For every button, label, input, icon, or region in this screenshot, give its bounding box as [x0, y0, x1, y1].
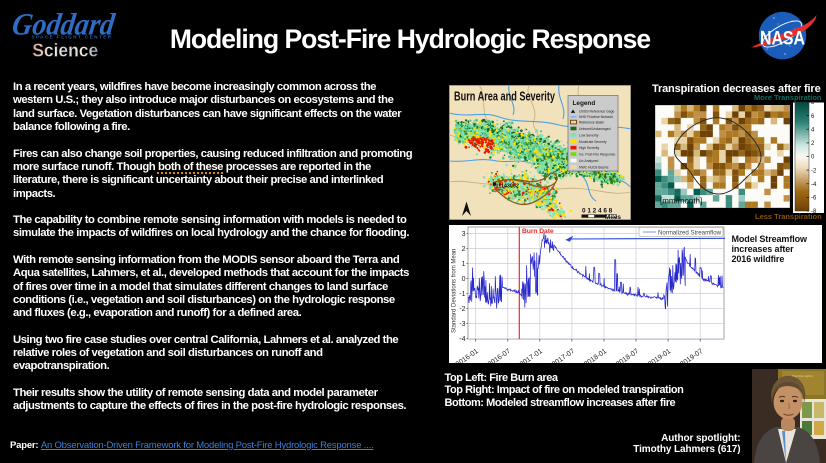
svg-text:Science: Science — [32, 40, 98, 60]
svg-text:Goddard: Goddard — [10, 7, 117, 42]
svg-text:SPACE FLIGHT CENTER: SPACE FLIGHT CENTER — [32, 35, 113, 40]
svg-text:NASA: NASA — [760, 28, 805, 49]
